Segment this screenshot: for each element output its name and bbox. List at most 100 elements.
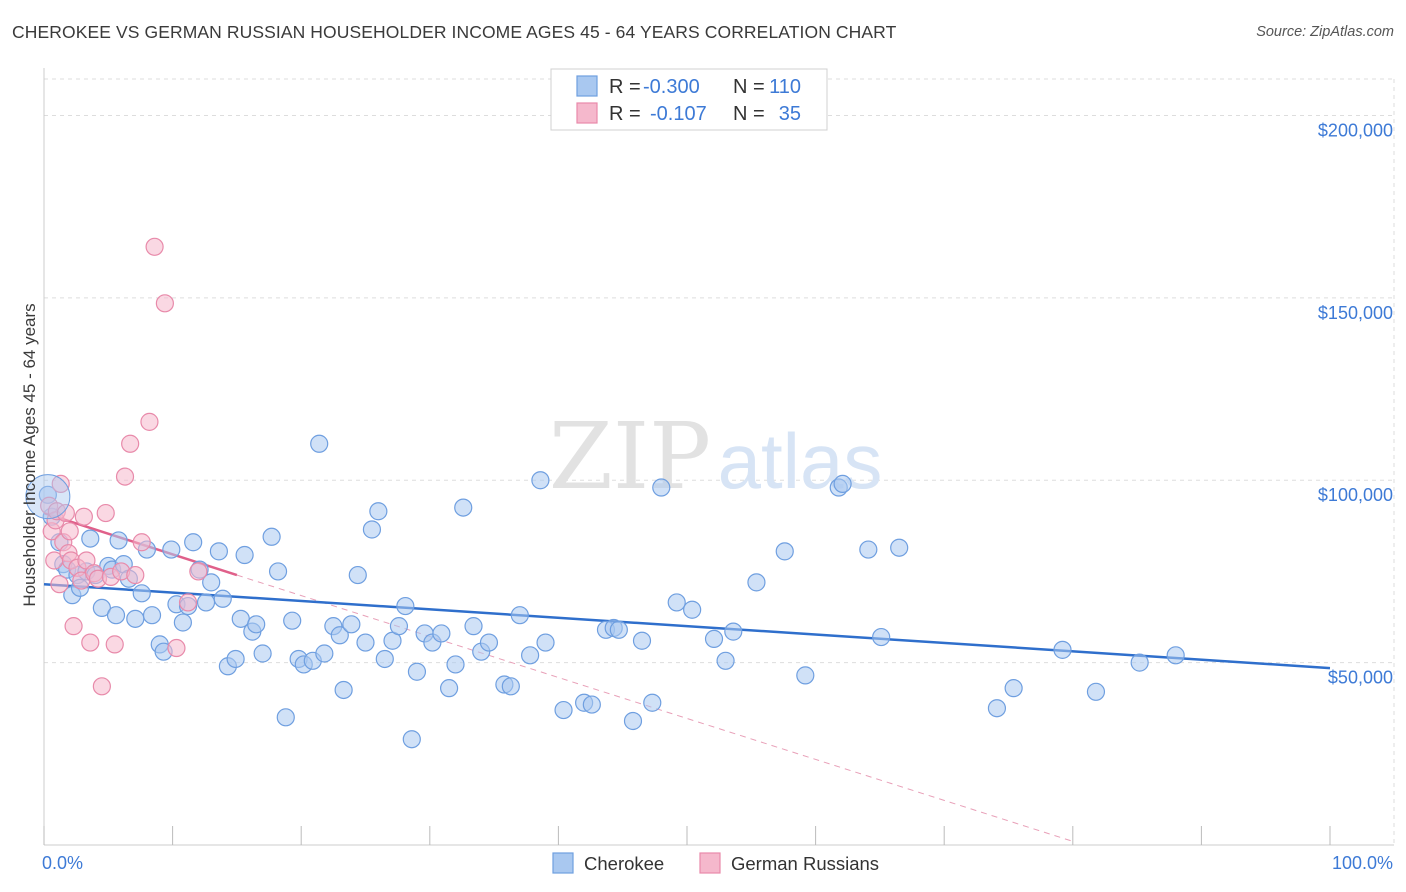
bottom-legend: Cherokee German Russians xyxy=(552,852,879,874)
point-cherokee-89 xyxy=(667,593,686,612)
point-cherokee-76 xyxy=(521,646,540,665)
point-cherokee-78 xyxy=(536,633,555,652)
series-cherokee xyxy=(38,434,1185,749)
point-cherokee-102 xyxy=(987,699,1007,718)
y-tick-label-3: $200,000 xyxy=(1318,120,1393,140)
bottom-legend-german-russians: German Russians xyxy=(731,853,879,874)
point-cherokee-24 xyxy=(162,540,181,559)
point-cherokee-95 xyxy=(775,542,794,561)
y-tick-label-1: $100,000 xyxy=(1318,485,1393,505)
point-cherokee-99 xyxy=(859,540,878,559)
point-cherokee-30 xyxy=(196,593,216,612)
point-cherokee-101 xyxy=(890,538,909,557)
point-cherokee-58 xyxy=(375,649,394,669)
point-cherokee-55 xyxy=(356,633,375,652)
point-cherokee-37 xyxy=(235,545,254,565)
source-label: Source: ZipAtlas.com xyxy=(1256,24,1394,40)
point-german-russians-33 xyxy=(178,593,198,612)
point-german-russians-6 xyxy=(51,474,70,493)
legend-n-label-2: N = xyxy=(733,103,765,125)
point-cherokee-21 xyxy=(142,606,162,625)
point-german-russians-8 xyxy=(56,503,75,523)
point-cherokee-32 xyxy=(209,542,228,561)
trendline-extension-german-russians xyxy=(236,574,1073,842)
point-cherokee-96 xyxy=(796,666,815,685)
point-german-russians-10 xyxy=(60,522,79,541)
point-cherokee-42 xyxy=(268,562,288,581)
point-cherokee-11 xyxy=(92,598,111,618)
point-cherokee-92 xyxy=(716,651,735,670)
point-cherokee-70 xyxy=(464,617,483,636)
point-cherokee-60 xyxy=(389,617,409,636)
legend-swatch-german-russians xyxy=(576,102,598,124)
point-cherokee-43 xyxy=(276,708,295,727)
point-cherokee-14 xyxy=(106,606,126,625)
point-german-russians-23 xyxy=(105,635,124,654)
point-german-russians-20 xyxy=(92,677,111,696)
point-german-russians-28 xyxy=(132,533,151,552)
point-cherokee-67 xyxy=(439,679,459,698)
point-cherokee-79 xyxy=(554,700,573,720)
point-cherokee-51 xyxy=(330,626,349,645)
point-cherokee-61 xyxy=(396,596,415,616)
point-cherokee-87 xyxy=(643,693,662,712)
series-german-russians xyxy=(40,237,208,696)
point-cherokee-39 xyxy=(247,615,266,634)
point-cherokee-100 xyxy=(872,627,891,647)
point-cherokee-94 xyxy=(747,573,766,592)
point-german-russians-25 xyxy=(115,467,135,486)
point-cherokee-81 xyxy=(582,695,601,714)
point-cherokee-93 xyxy=(724,622,743,641)
point-cherokee-48 xyxy=(310,434,329,453)
point-german-russians-30 xyxy=(145,237,164,256)
point-cherokee-103 xyxy=(1004,679,1023,698)
point-cherokee-9 xyxy=(81,529,100,548)
point-cherokee-19 xyxy=(132,584,151,603)
point-cherokee-98 xyxy=(833,474,852,493)
point-cherokee-77 xyxy=(531,471,550,490)
point-cherokee-52 xyxy=(334,680,353,700)
bottom-legend-swatch-german-russians xyxy=(699,852,721,874)
chart-title: CHEROKEE VS GERMAN RUSSIAN HOUSEHOLDER I… xyxy=(12,22,897,42)
bottom-legend-cherokee: Cherokee xyxy=(584,853,664,874)
axes xyxy=(43,68,1394,846)
point-cherokee-85 xyxy=(623,711,643,731)
point-cherokee-75 xyxy=(510,606,529,625)
point-german-russians-17 xyxy=(81,633,100,652)
point-german-russians-34 xyxy=(189,562,208,581)
point-cherokee-63 xyxy=(407,662,427,681)
point-german-russians-15 xyxy=(74,507,93,526)
point-cherokee-56 xyxy=(362,520,382,539)
point-cherokee-15 xyxy=(109,531,128,550)
point-cherokee-26 xyxy=(173,613,192,632)
legend-r-value-1: -0.300 xyxy=(643,76,700,98)
trendline-cherokee xyxy=(43,582,1331,670)
legend-swatch-cherokee xyxy=(576,75,598,97)
point-cherokee-105 xyxy=(1086,682,1106,701)
point-german-russians-27 xyxy=(126,565,145,585)
bottom-legend-swatch-cherokee xyxy=(552,852,574,874)
point-cherokee-40 xyxy=(253,644,272,663)
point-german-russians-31 xyxy=(155,294,174,313)
y-axis-title: Householder Income Ages 45 - 64 years xyxy=(20,303,39,606)
point-german-russians-29 xyxy=(140,412,159,431)
point-cherokee-74 xyxy=(501,677,520,696)
legend-n-value-2: 35 xyxy=(779,103,801,125)
point-cherokee-28 xyxy=(184,533,203,552)
trendlines xyxy=(43,511,1331,842)
point-cherokee-88 xyxy=(652,478,671,497)
y-tick-label-2: $150,000 xyxy=(1318,303,1393,323)
point-german-russians-32 xyxy=(167,638,186,658)
point-cherokee-33 xyxy=(213,589,232,608)
x-tick-label-max: 100.0% xyxy=(1332,853,1393,873)
point-cherokee-18 xyxy=(126,609,145,628)
point-cherokee-90 xyxy=(683,600,702,619)
point-german-russians-21 xyxy=(96,503,115,523)
x-tick-labels: 0.0% 100.0% xyxy=(42,853,1393,873)
watermark-zip: ZIP xyxy=(549,403,711,510)
point-cherokee-31 xyxy=(202,573,221,592)
legend-n-value-1: 110 xyxy=(769,76,801,98)
legend-n-label-1: N = xyxy=(733,76,765,98)
legend-r-value-2: -0.107 xyxy=(650,103,707,125)
